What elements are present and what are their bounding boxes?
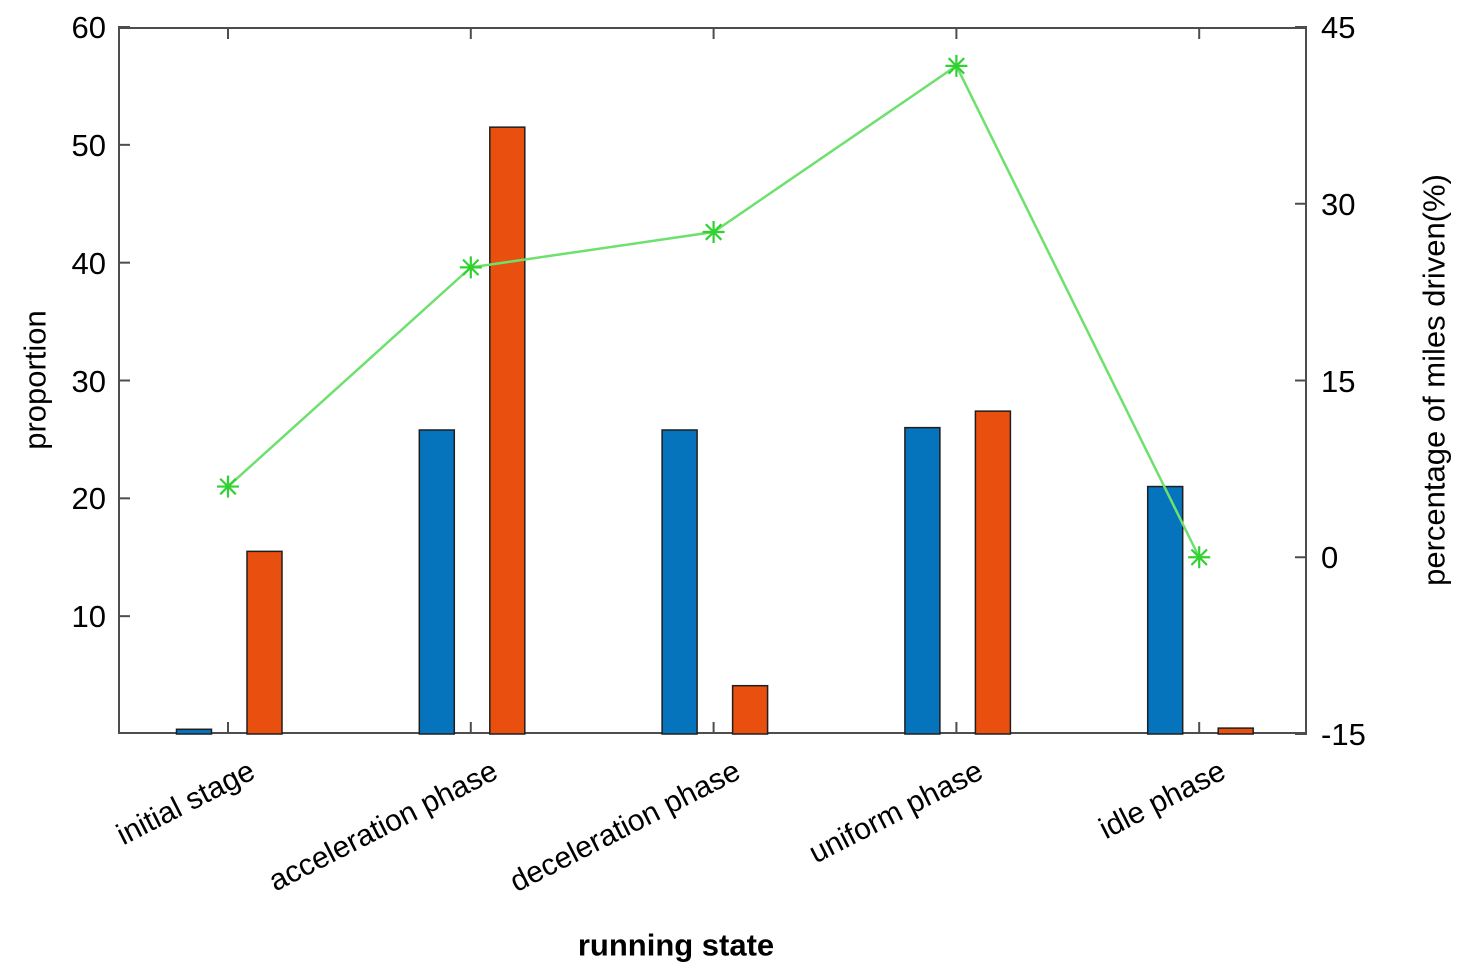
green-line — [227, 64, 1201, 558]
right-tick-label: -15 — [1321, 717, 1366, 752]
asterisk-marker — [702, 221, 725, 244]
right-tick-label: 45 — [1321, 10, 1356, 45]
right-axis-title: percentage of miles driven(%) — [1416, 174, 1452, 586]
chart-canvas — [118, 26, 1307, 735]
right-tick-label: 30 — [1321, 186, 1356, 222]
orange-bars-bar — [489, 126, 526, 735]
x-category-label: initial stage — [111, 754, 261, 852]
orange-bars-bar — [246, 550, 283, 735]
left-tick-label: 20 — [71, 481, 106, 517]
orange-bars-bar — [974, 410, 1012, 735]
x-category-label: acceleration phase — [263, 754, 503, 898]
left-axis-title: proportion — [17, 310, 53, 450]
blue-bars-bar — [175, 728, 213, 735]
left-tick-label: 60 — [71, 10, 106, 45]
plot-area — [118, 27, 1307, 734]
left-tick-label: 50 — [71, 127, 106, 163]
left-tick-label: 40 — [71, 245, 106, 281]
right-tick-label: 0 — [1321, 540, 1339, 576]
asterisk-marker — [459, 256, 482, 279]
x-category-label: idle phase — [1094, 754, 1232, 846]
blue-bars-bar — [418, 429, 456, 735]
right-tick-label: 15 — [1321, 363, 1356, 399]
x-axis-title: running state — [577, 927, 775, 963]
orange-bars-bar — [1217, 727, 1254, 735]
asterisk-marker — [945, 54, 968, 77]
x-category-label: uniform phase — [804, 754, 989, 870]
orange-bars-bar — [731, 684, 769, 735]
left-tick-label: 10 — [71, 599, 106, 635]
blue-bars-bar — [661, 429, 698, 735]
x-category-label: deceleration phase — [504, 754, 746, 899]
asterisk-marker — [1188, 546, 1211, 569]
blue-bars-bar — [904, 426, 941, 735]
left-tick-label: 30 — [71, 363, 106, 399]
asterisk-marker — [217, 475, 239, 498]
blue-bars-bar — [1146, 485, 1184, 735]
